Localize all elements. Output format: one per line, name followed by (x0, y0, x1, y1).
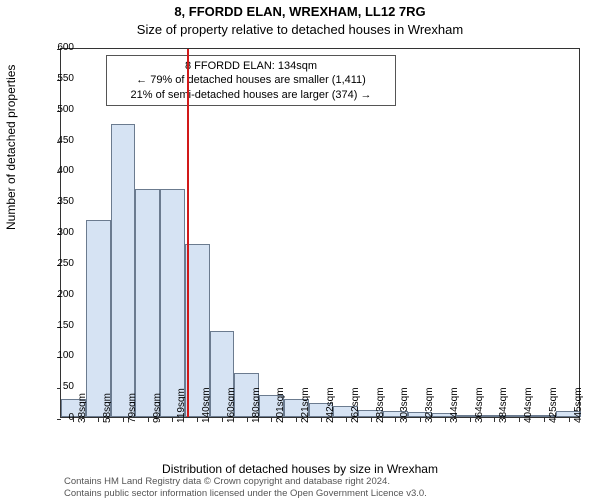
license-line-1: Contains HM Land Registry data © Crown c… (64, 476, 427, 487)
x-tick-mark (346, 417, 347, 422)
y-tick-label: 600 (44, 42, 74, 53)
x-tick-label: 404sqm (523, 387, 534, 423)
property-marker-line (187, 49, 189, 417)
x-tick-label: 445sqm (573, 387, 584, 423)
x-tick-mark (247, 417, 248, 422)
x-tick-mark (371, 417, 372, 422)
x-tick-mark (321, 417, 322, 422)
x-tick-mark (296, 417, 297, 422)
x-tick-mark (222, 417, 223, 422)
plot-area: 8 FFORDD ELAN: 134sqm ← 79% of detached … (60, 48, 580, 418)
chart-title-sub: Size of property relative to detached ho… (0, 22, 600, 37)
annotation-box: 8 FFORDD ELAN: 134sqm ← 79% of detached … (106, 55, 396, 106)
x-tick-label: 323sqm (424, 387, 435, 423)
y-tick-label: 550 (44, 73, 74, 84)
x-tick-mark (197, 417, 198, 422)
y-tick-label: 400 (44, 165, 74, 176)
y-tick-label: 450 (44, 135, 74, 146)
histogram-bar (160, 189, 185, 417)
y-tick-label: 250 (44, 258, 74, 269)
x-tick-label: 425sqm (548, 387, 559, 423)
x-tick-mark (395, 417, 396, 422)
chart-title-main: 8, FFORDD ELAN, WREXHAM, LL12 7RG (0, 4, 600, 19)
y-tick-label: 150 (44, 320, 74, 331)
annotation-line-2: ← 79% of detached houses are smaller (1,… (113, 73, 389, 87)
histogram-bar (86, 220, 111, 417)
y-tick-label: 0 (44, 412, 74, 423)
x-tick-mark (569, 417, 570, 422)
annotation-line-1: 8 FFORDD ELAN: 134sqm (113, 59, 389, 73)
x-tick-label: 364sqm (474, 387, 485, 423)
x-tick-mark (445, 417, 446, 422)
x-tick-mark (148, 417, 149, 422)
x-tick-label: 283sqm (375, 387, 386, 423)
histogram-bar (135, 189, 160, 417)
x-tick-label: 262sqm (350, 387, 361, 423)
x-tick-mark (172, 417, 173, 422)
y-tick-label: 300 (44, 227, 74, 238)
x-tick-label: 384sqm (498, 387, 509, 423)
x-tick-label: 303sqm (399, 387, 410, 423)
y-tick-label: 350 (44, 196, 74, 207)
y-tick-label: 200 (44, 289, 74, 300)
histogram-bar (111, 124, 136, 417)
x-tick-mark (494, 417, 495, 422)
y-axis-label: Number of detached properties (4, 65, 18, 230)
license-text: Contains HM Land Registry data © Crown c… (64, 476, 427, 499)
x-tick-mark (271, 417, 272, 422)
x-axis-label: Distribution of detached houses by size … (0, 462, 600, 476)
x-tick-label: 344sqm (449, 387, 460, 423)
x-tick-mark (470, 417, 471, 422)
x-tick-mark (519, 417, 520, 422)
histogram-chart: 8, FFORDD ELAN, WREXHAM, LL12 7RG Size o… (0, 0, 600, 500)
y-tick-label: 500 (44, 104, 74, 115)
x-tick-mark (544, 417, 545, 422)
x-tick-mark (98, 417, 99, 422)
y-tick-label: 100 (44, 350, 74, 361)
y-tick-label: 50 (44, 381, 74, 392)
annotation-line-3: 21% of semi-detached houses are larger (… (113, 88, 389, 102)
x-tick-mark (123, 417, 124, 422)
x-tick-mark (420, 417, 421, 422)
license-line-2: Contains public sector information licen… (64, 488, 427, 499)
